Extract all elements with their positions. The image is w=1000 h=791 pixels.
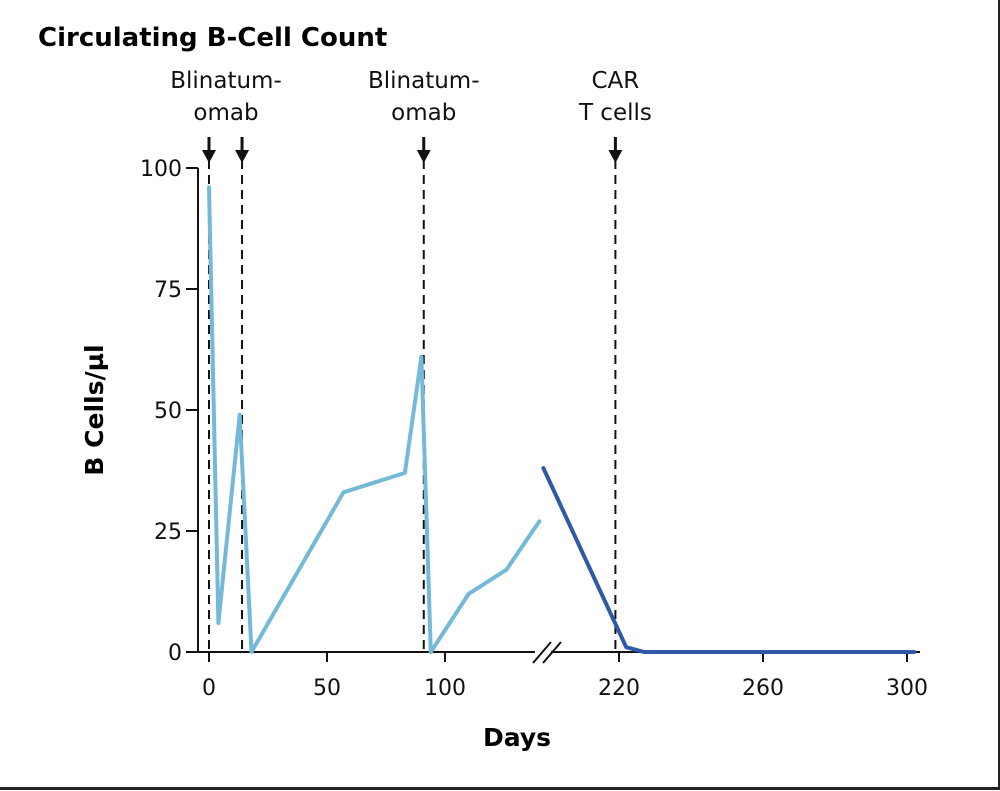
y-tick-label: 25 [154,520,182,545]
y-tick-label: 50 [154,399,182,424]
x-tick-label: 260 [742,676,784,701]
down-arrow-icon [608,150,623,163]
treatment-label: T cells [578,100,652,126]
x-tick-label: 100 [424,676,466,701]
treatment-label: Blinatum- [170,68,282,94]
treatment-label: CAR [592,68,640,94]
x-tick-label: 0 [202,676,216,701]
axis-break-mark [542,641,562,664]
y-tick-label: 75 [154,278,182,303]
x-tick-label: 220 [598,676,640,701]
down-arrow-icon [202,150,216,163]
y-tick-label: 100 [140,157,182,182]
down-arrow-icon [416,150,431,163]
treatment-label: omab [391,100,456,126]
x-tick-label: 300 [886,676,928,701]
down-arrow-icon [235,150,250,163]
chart-title: Circulating B-Cell Count [38,23,387,53]
y-tick-label: 0 [168,641,182,666]
x-axis-title: Days [483,723,551,752]
treatment-label: omab [193,100,258,126]
y-axis-title: B Cells/µl [80,344,109,475]
treatment-label: Blinatum- [368,68,480,94]
axis-break-mark [532,641,552,664]
series-line [541,466,917,654]
series-line [207,185,542,654]
x-tick-label: 50 [313,676,341,701]
